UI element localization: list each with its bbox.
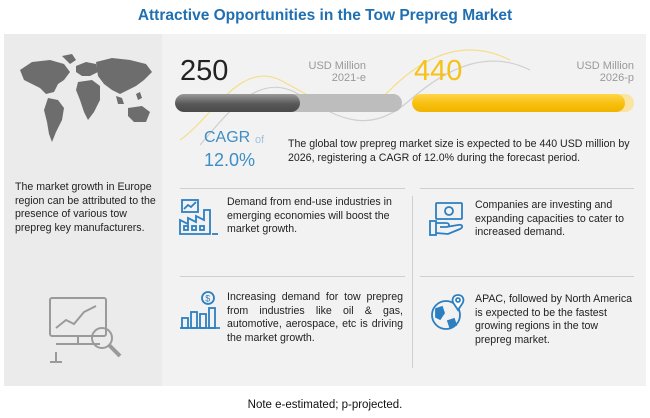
divider-vertical bbox=[412, 196, 413, 368]
point-1-text: Demand from end-use industries in emergi… bbox=[227, 196, 392, 235]
cagr-value: 12.0% bbox=[204, 150, 256, 170]
divider-top-left bbox=[180, 188, 405, 189]
dollar-bar-chart-icon: $ bbox=[180, 291, 220, 329]
value-2021: 250 bbox=[180, 55, 229, 87]
globe-pin-icon bbox=[431, 294, 465, 330]
money-hand-icon bbox=[429, 202, 464, 236]
divider-mid-right bbox=[420, 276, 634, 277]
progress-fill-2021 bbox=[175, 94, 300, 112]
chart-magnifier-icon bbox=[49, 297, 122, 363]
year-label-2026: 2026-p bbox=[599, 72, 634, 84]
region-insight-text: The market growth in Europe region can b… bbox=[15, 181, 156, 234]
point-2-text: Companies are investing and expanding ca… bbox=[475, 199, 624, 238]
page-title: Attractive Opportunities in the Tow Prep… bbox=[137, 7, 513, 24]
point-4-text: APAC, followed by North America is expec… bbox=[475, 293, 633, 346]
world-map-icon bbox=[20, 54, 152, 142]
point-3-text: Increasing demand for tow prepreg from i… bbox=[227, 291, 403, 344]
progress-bar-2021 bbox=[175, 94, 402, 112]
svg-text:$: $ bbox=[205, 294, 210, 304]
divider-mid-left bbox=[180, 276, 405, 277]
cagr-label: CAGR bbox=[204, 129, 251, 146]
unit-label-2021: USD Million bbox=[308, 60, 366, 72]
year-label-2021: 2021-e bbox=[331, 72, 366, 84]
unit-label-2026: USD Million bbox=[576, 60, 634, 72]
progress-bar-2026 bbox=[412, 94, 634, 112]
progress-fill-2026 bbox=[412, 94, 626, 112]
market-description: The global tow prepreg market size is ex… bbox=[288, 138, 630, 164]
divider-top-right bbox=[420, 188, 634, 189]
value-2026: 440 bbox=[414, 55, 463, 87]
cagr-of-label: of bbox=[255, 134, 265, 146]
factory-chart-icon bbox=[179, 199, 218, 235]
unit-2026: USD Million 2026-p bbox=[534, 60, 634, 84]
footnote: Note e-estimated; p-projected. bbox=[247, 399, 403, 411]
unit-2021: USD Million 2021-e bbox=[286, 60, 366, 84]
